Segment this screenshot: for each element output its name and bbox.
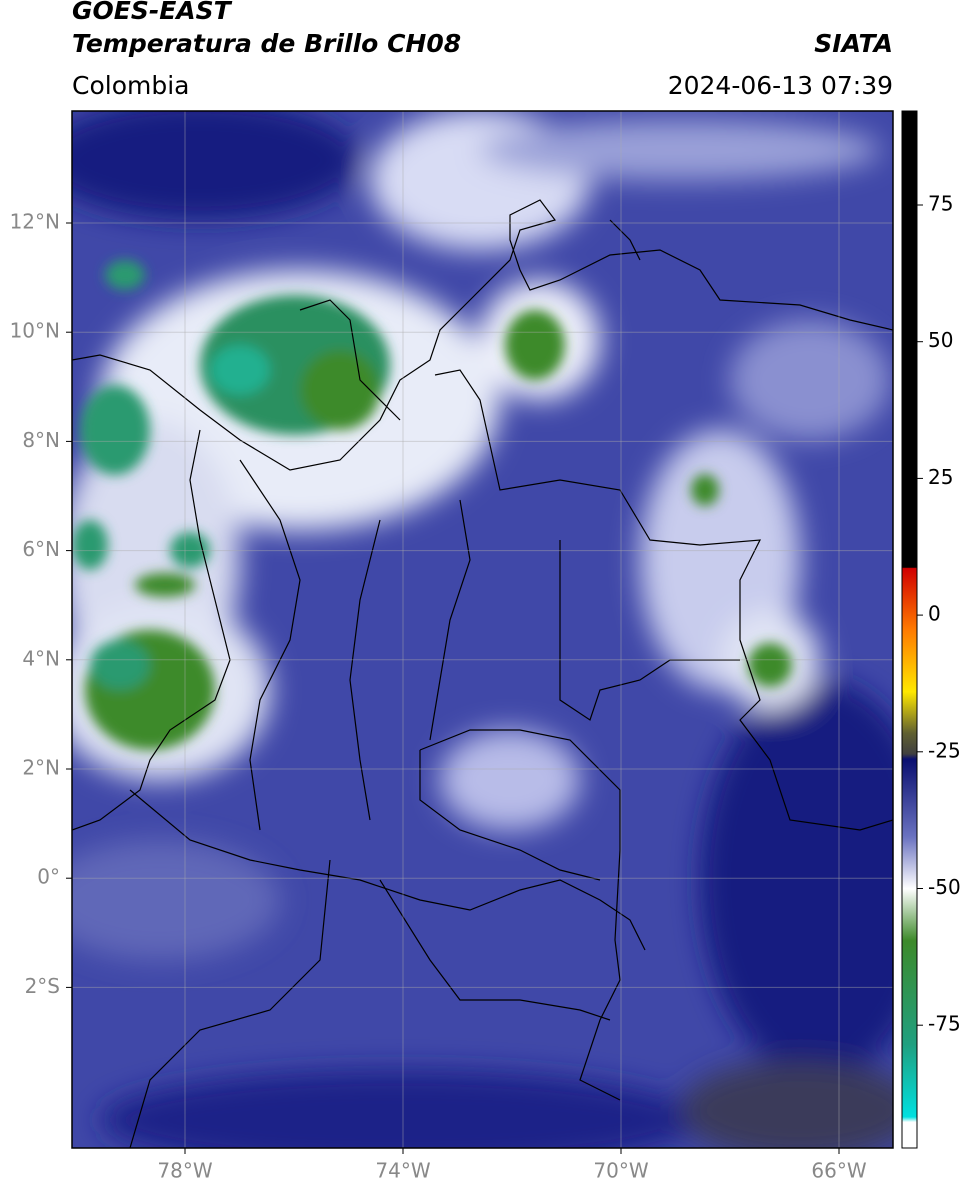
source: SIATA xyxy=(814,29,893,58)
lon-label: 74°W xyxy=(375,1159,430,1183)
lat-label: 2°N xyxy=(22,756,60,780)
colorbar-label: 50 xyxy=(928,328,953,352)
lat-label: 4°N xyxy=(22,646,60,670)
colorbar-label: -75 xyxy=(928,1012,961,1036)
satellite-image xyxy=(72,111,893,1148)
lat-label: 10°N xyxy=(10,319,60,343)
lat-label: 12°N xyxy=(10,210,60,234)
colorbar-label: 25 xyxy=(928,465,953,489)
lat-label: 8°N xyxy=(22,428,60,452)
datetime: 2024-06-13 07:39 xyxy=(668,71,893,100)
lon-label: 78°W xyxy=(157,1159,212,1183)
colorbar-label: 0 xyxy=(928,602,941,626)
lon-label: 66°W xyxy=(811,1159,866,1183)
lat-label: 0° xyxy=(37,865,60,889)
region: Colombia xyxy=(72,71,189,100)
colorbar-label: 75 xyxy=(928,192,953,216)
map-frame xyxy=(71,110,894,1149)
colorbar xyxy=(901,110,918,1149)
lat-label: 6°N xyxy=(22,537,60,561)
lat-label: 2°S xyxy=(25,974,60,998)
title: GOES-EAST xyxy=(72,0,233,25)
lon-label: 70°W xyxy=(593,1159,648,1183)
colorbar-label: -25 xyxy=(928,738,961,762)
subtitle: Temperatura de Brillo CH08 xyxy=(72,29,461,58)
colorbar-label: -50 xyxy=(928,875,961,899)
